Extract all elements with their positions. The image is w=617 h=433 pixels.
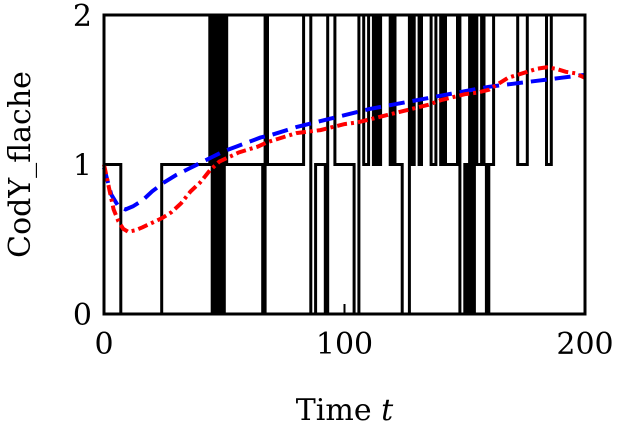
y-axis-label: CodY_flache: [3, 71, 38, 258]
plot-lines: [102, 13, 586, 316]
x-tick-label: 0: [94, 327, 113, 362]
series-line-2: [102, 72, 586, 212]
x-axis: 0 100 200: [94, 304, 614, 362]
x-tick-label: 100: [316, 327, 373, 362]
x-axis-label: Time t: [296, 393, 394, 428]
series-line-3: [102, 65, 586, 234]
series-line-1: [102, 13, 585, 316]
x-tick-label: 200: [556, 327, 613, 362]
y-tick-label: 0: [73, 298, 92, 333]
y-tick-label: 2: [73, 0, 92, 34]
y-tick-label: 1: [73, 149, 92, 184]
y-axis: 0 1 2: [73, 0, 114, 333]
